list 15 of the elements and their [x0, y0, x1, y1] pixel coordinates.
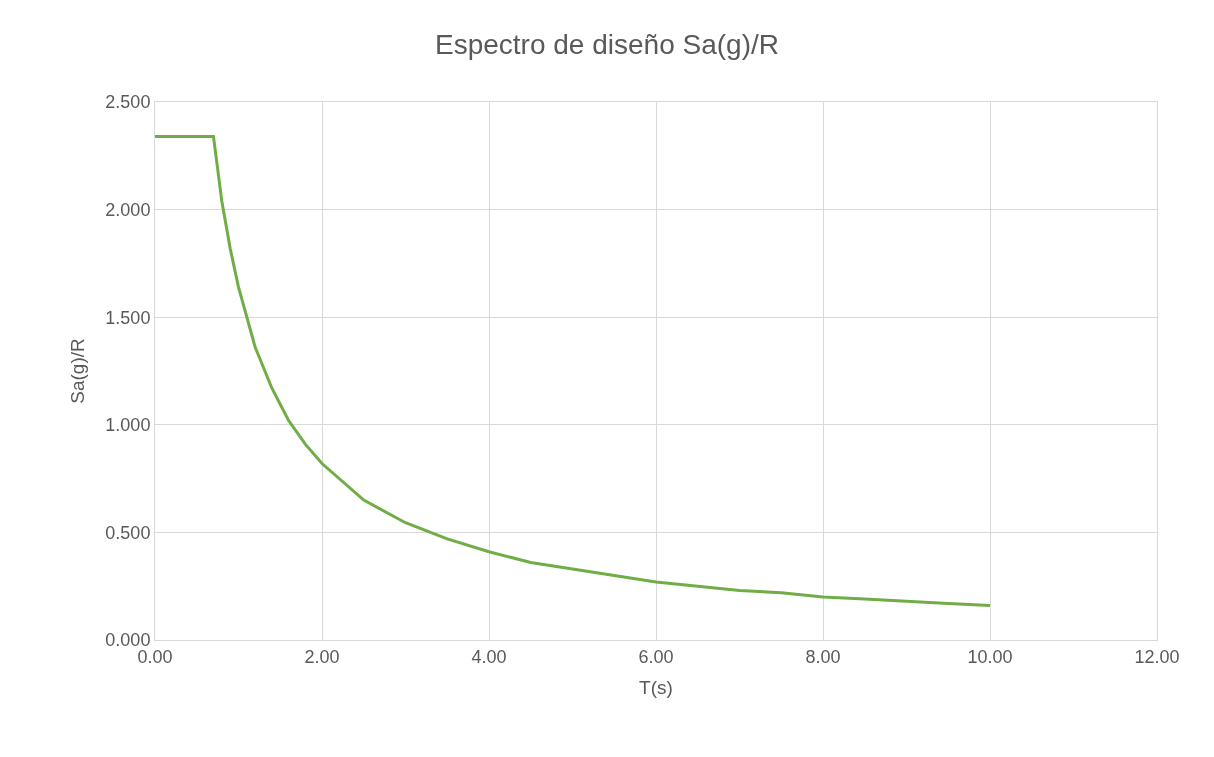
x-tick-label: 12.00	[1134, 646, 1180, 667]
y-tick-label: 1.000	[105, 415, 151, 436]
y-tick-label: 2.000	[105, 199, 151, 220]
x-tick-label: 10.00	[967, 646, 1013, 667]
x-tick-label: 2.00	[304, 646, 340, 667]
x-tick-label: 4.00	[471, 646, 507, 667]
x-axis-title: T(s)	[639, 677, 673, 699]
chart-title: Espectro de diseño Sa(g)/R	[435, 28, 779, 60]
x-tick-label: 8.00	[805, 646, 841, 667]
y-tick-label: 2.500	[105, 92, 151, 113]
y-tick-label: 1.500	[105, 307, 151, 328]
x-tick-label: 6.00	[638, 646, 674, 667]
y-tick-label: 0.500	[105, 522, 151, 543]
y-axis-title: Sa(g)/R	[67, 338, 89, 404]
line-series	[155, 134, 992, 608]
